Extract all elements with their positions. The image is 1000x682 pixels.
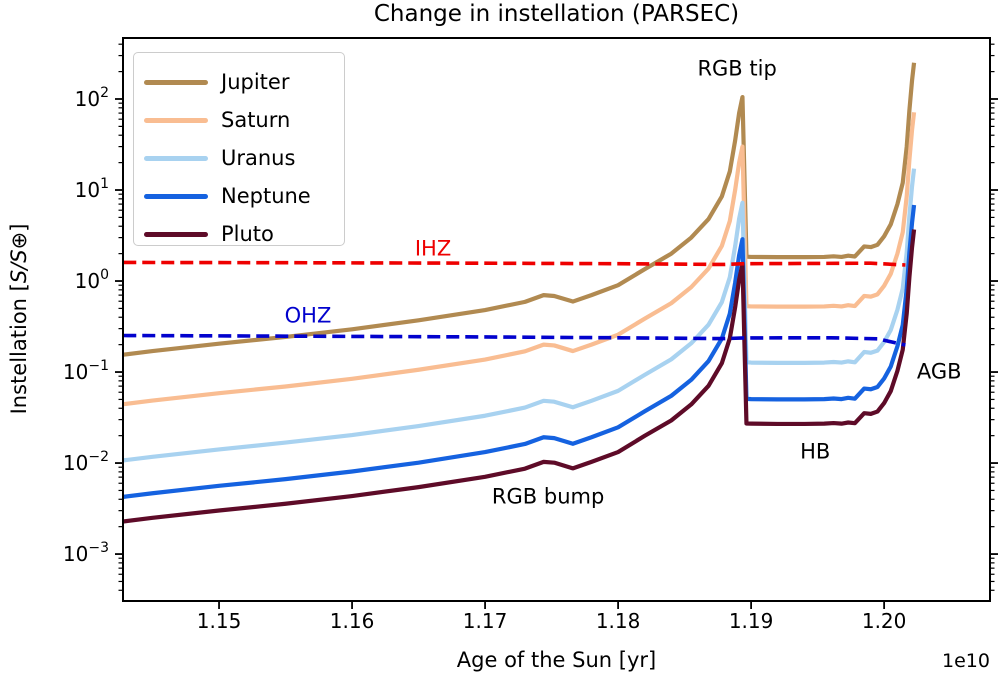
hz-line-ohz bbox=[123, 333, 906, 347]
series-jupiter bbox=[123, 62, 917, 357]
legend-item-neptune: Neptune bbox=[144, 177, 344, 215]
legend-line-neptune bbox=[144, 193, 208, 199]
y-axis-label-symbol: S/S bbox=[7, 249, 31, 284]
y-tick-label: 101 bbox=[75, 176, 109, 202]
annotation-ihz: IHZ bbox=[414, 236, 452, 261]
legend-item-saturn: Saturn bbox=[144, 101, 344, 139]
annotation-rgb-tip: RGB tip bbox=[697, 56, 777, 81]
legend-item-pluto: Pluto bbox=[144, 215, 344, 253]
legend-label-jupiter: Jupiter bbox=[221, 69, 290, 94]
annotation-hb: HB bbox=[800, 439, 831, 464]
legend-label-neptune: Neptune bbox=[221, 183, 311, 208]
y-tick-label: 10−3 bbox=[63, 540, 109, 566]
y-tick-label: 10−1 bbox=[63, 358, 109, 384]
legend-item-uranus: Uranus bbox=[144, 139, 344, 177]
legend: Jupiter Saturn Uranus Neptune Pluto bbox=[133, 52, 345, 246]
legend-label-pluto: Pluto bbox=[221, 221, 274, 246]
y-axis-label: Instellation [S/S⊕] bbox=[7, 224, 31, 415]
y-tick-label: 102 bbox=[75, 85, 109, 111]
legend-line-pluto bbox=[144, 231, 208, 237]
legend-line-uranus bbox=[144, 155, 208, 161]
axes-spines bbox=[122, 37, 991, 602]
legend-item-jupiter: Jupiter bbox=[144, 63, 344, 101]
x-tick-label: 1.17 bbox=[463, 609, 508, 633]
x-axis-label: Age of the Sun [yr] bbox=[456, 648, 657, 672]
chart-title: Change in instellation (PARSEC) bbox=[373, 1, 740, 27]
legend-label-saturn: Saturn bbox=[221, 107, 291, 132]
x-tick-label: 1.15 bbox=[197, 609, 242, 633]
x-tick-label: 1.16 bbox=[330, 609, 375, 633]
y-axis-label-prefix: Instellation [ bbox=[7, 283, 31, 415]
ticks-layer bbox=[115, 43, 998, 609]
x-axis-offset-label: 1e10 bbox=[942, 650, 990, 672]
x-tick-label: 1.18 bbox=[596, 609, 641, 633]
x-tick-label: 1.19 bbox=[729, 609, 774, 633]
annotation-ohz: OHZ bbox=[284, 303, 332, 328]
series-saturn bbox=[123, 112, 917, 407]
y-tick-label: 10−2 bbox=[63, 449, 109, 475]
legend-label-uranus: Uranus bbox=[221, 145, 296, 170]
annotation-rgb-bump: RGB bump bbox=[491, 484, 605, 509]
y-axis-label-suffix: ⊕] bbox=[7, 223, 31, 250]
x-tick-label: 1.20 bbox=[862, 609, 907, 633]
y-tick-label: 100 bbox=[75, 267, 109, 293]
series-pluto bbox=[123, 229, 917, 524]
series-neptune bbox=[123, 204, 917, 499]
legend-line-saturn bbox=[144, 117, 208, 123]
legend-line-jupiter bbox=[144, 79, 208, 85]
hz-line-ihz bbox=[123, 260, 906, 267]
series-layer bbox=[123, 62, 917, 524]
annotation-agb: AGB bbox=[916, 359, 962, 384]
